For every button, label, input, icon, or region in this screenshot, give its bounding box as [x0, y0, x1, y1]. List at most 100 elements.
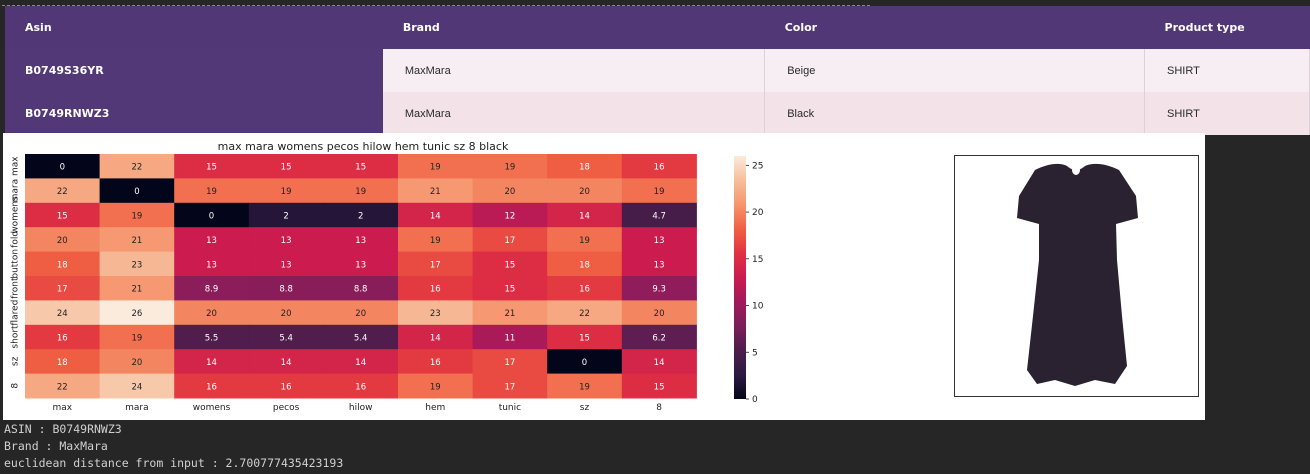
heatmap-cell: [99, 178, 175, 204]
console-output: ASIN : B0749RNWZ3 Brand : MaxMara euclidea…: [4, 421, 343, 472]
heatmap-cell-label: 13: [355, 260, 366, 270]
heatmap-cell-label: 0: [60, 163, 65, 173]
heatmap-cell-label: 8.8: [354, 285, 368, 295]
x-tick-label: max: [52, 403, 72, 413]
heatmap-cell: [323, 373, 399, 399]
heatmap-cell: [547, 227, 623, 253]
dress-shape: [1017, 163, 1138, 386]
heatmap-cell: [248, 300, 324, 326]
heatmap-cell: [398, 324, 474, 350]
heatmap-chart: 0 22 15 15 15 19 19 18 16 2 2 0 19 19 19 21 20 20 19 15 19 0 2…: [11, 154, 764, 413]
heatmap-cell-label: 15: [206, 163, 217, 173]
heatmap-cell-label: 22: [579, 309, 590, 319]
heatmap-cell: [547, 276, 623, 301]
header-asin: Asin: [5, 6, 383, 49]
heatmap-cell-label: 13: [281, 260, 292, 270]
heatmap-cell-label: 19: [654, 187, 665, 197]
x-tick-label: hilow: [349, 403, 373, 413]
heatmap-cell-label: 16: [281, 382, 292, 392]
heatmap-cell-label: 19: [281, 187, 292, 197]
colorbar-tick-label: 25: [752, 161, 763, 171]
heatmap-cell: [621, 202, 697, 228]
heatmap-cell: [99, 251, 175, 277]
heatmap-cell: [99, 373, 175, 399]
heatmap-cell-label: 19: [430, 163, 441, 173]
heatmap-cell-label: 15: [504, 260, 515, 270]
heatmap-cell: [174, 324, 250, 350]
heatmap-cell-label: 20: [654, 309, 665, 319]
header-product-type: Product type: [1144, 6, 1310, 49]
heatmap-cell-label: 20: [57, 236, 68, 246]
heatmap-cell-label: 14: [430, 334, 441, 344]
heatmap-cell-label: 19: [430, 236, 441, 246]
heatmap-cell-label: 26: [131, 309, 142, 319]
heatmap-title: max mara womens pecos hilow hem tunic sz…: [217, 140, 509, 153]
heatmap-cell-label: 19: [355, 187, 366, 197]
heatmap-cell-label: 21: [131, 236, 142, 246]
heatmap-cell-label: 2: [358, 212, 363, 222]
row-product-type: SHIRT: [1144, 49, 1310, 92]
header-color: Color: [764, 6, 1145, 49]
heatmap-cell: [472, 154, 548, 179]
row-asin: B0749S36YR: [5, 49, 383, 92]
heatmap-cell: [323, 324, 399, 350]
heatmap-cell-label: 19: [430, 382, 441, 392]
heatmap-cell-label: 20: [579, 187, 590, 197]
heatmap-cell-label: 20: [355, 309, 366, 319]
heatmap-cell: [398, 276, 474, 301]
heatmap-cell-label: 23: [430, 309, 441, 319]
heatmap-cell: [25, 276, 101, 301]
x-tick-label: hem: [425, 403, 445, 413]
heatmap-cell-label: 20: [504, 187, 515, 197]
heatmap-cell-label: 14: [654, 358, 665, 368]
heatmap-cell: [99, 300, 175, 326]
heatmap-cell: [398, 178, 474, 204]
heatmap-cell-label: 6.2: [652, 334, 666, 344]
heatmap-cell: [25, 178, 101, 204]
heatmap-cell: [248, 154, 324, 179]
heatmap-cell-label: 14: [281, 358, 292, 368]
heatmap-cell: [547, 154, 623, 179]
heatmap-cell-label: 22: [57, 382, 68, 392]
heatmap-cell: [174, 178, 250, 204]
heatmap-cell: [174, 276, 250, 301]
heatmap-cell: [621, 251, 697, 277]
y-tick-label: button: [11, 249, 21, 279]
heatmap-cell-label: 15: [654, 382, 665, 392]
y-tick-label: sz: [11, 356, 21, 366]
heatmap-cell: [248, 251, 324, 277]
dress-image: [1017, 163, 1138, 386]
heatmap-cell-label: 19: [579, 236, 590, 246]
heatmap-cell-label: 21: [131, 285, 142, 295]
x-tick-label: tunic: [499, 403, 521, 413]
heatmap-cell: [398, 202, 474, 228]
y-tick-label: flared: [11, 300, 21, 326]
heatmap-cell-label: 16: [57, 334, 68, 344]
y-tick-label: 8: [11, 383, 21, 389]
heatmap-cell: [174, 251, 250, 277]
heatmap-cell: [25, 300, 101, 326]
heatmap-cell: [398, 349, 474, 375]
table-row: B0749RNWZ3 MaxMara Black SHIRT: [5, 92, 1310, 135]
x-tick-label: pecos: [273, 403, 300, 413]
heatmap-cell-label: 18: [57, 358, 68, 368]
heatmap-cell: [621, 324, 697, 350]
heatmap-cell-label: 12: [504, 212, 515, 222]
heatmap-cell-label: 21: [504, 309, 515, 319]
heatmap-cell-label: 15: [355, 163, 366, 173]
heatmap-cell-label: 23: [131, 260, 142, 270]
heatmap-cell-label: 16: [206, 382, 217, 392]
heatmap-cell-label: 17: [504, 382, 515, 392]
heatmap-cell-label: 13: [206, 236, 217, 246]
output-plot-area: max mara womens pecos hilow hem tunic sz…: [3, 133, 1205, 420]
output-separator-line: [2, 0, 870, 6]
product-info-table: Asin Brand Color Product type B0749S36YR…: [5, 6, 1310, 135]
heatmap-cell: [472, 349, 548, 375]
heatmap-cell: [323, 202, 399, 228]
heatmap-cell-label: 8.8: [279, 285, 293, 295]
product-image: [954, 155, 1199, 397]
heatmap-cell-label: 0: [134, 187, 139, 197]
heatmap-cell: [99, 276, 175, 301]
heatmap-cell-label: 22: [131, 163, 142, 173]
heatmap-cell-label: 8.9: [205, 285, 219, 295]
